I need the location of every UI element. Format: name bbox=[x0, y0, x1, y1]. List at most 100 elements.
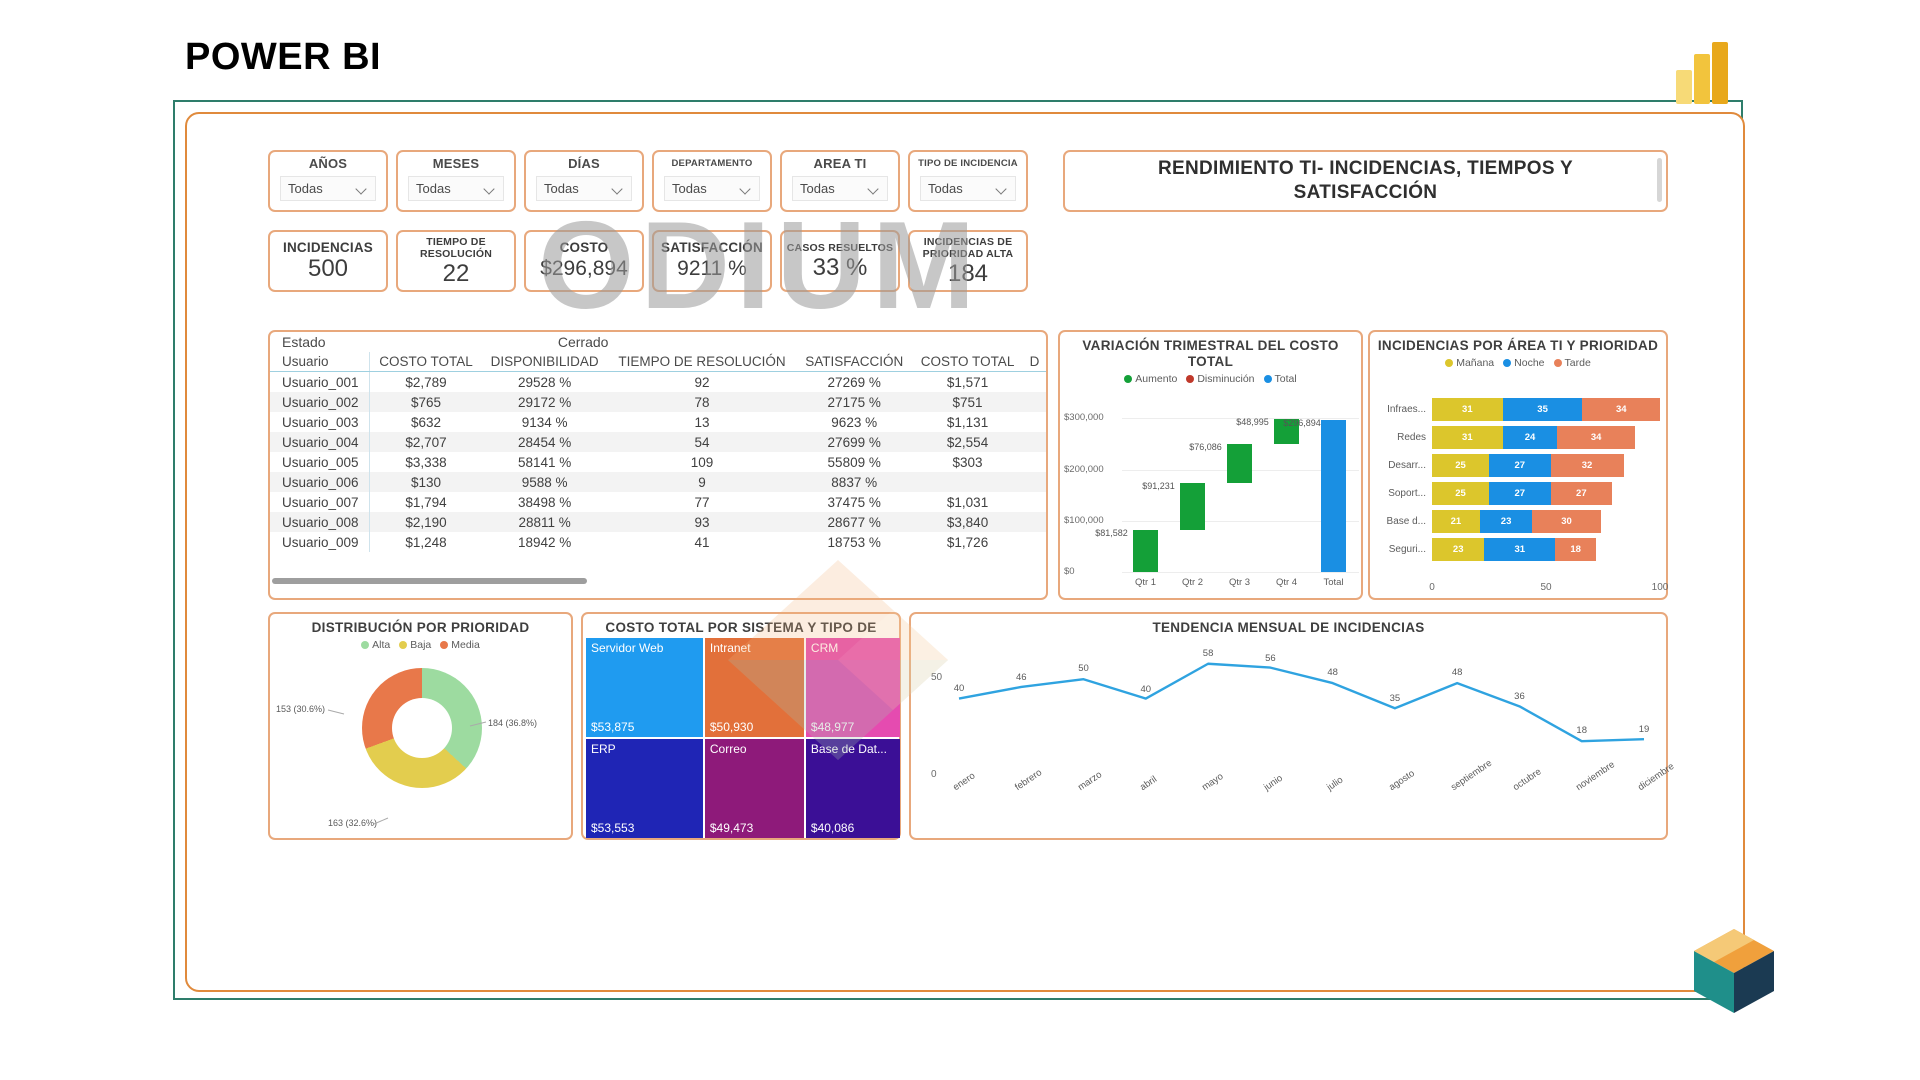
table-row[interactable]: Usuario_008 $2,190 28811 % 93 28677 % $3,840 bbox=[270, 512, 1046, 532]
slicer-anos[interactable]: AÑOS Todas bbox=[268, 150, 388, 212]
slicer-dropdown[interactable]: Todas bbox=[920, 176, 1016, 201]
waterfall-chart-panel[interactable]: VARIACIÓN TRIMESTRAL DEL COSTO TOTAL Aum… bbox=[1058, 330, 1363, 600]
slicer-departamento[interactable]: DEPARTAMENTO Todas bbox=[652, 150, 772, 212]
slicer-dropdown[interactable]: Todas bbox=[536, 176, 632, 201]
kpi-satisfaccion[interactable]: SATISFACCIÓN 9211 % bbox=[652, 230, 772, 292]
stacked-bar-row[interactable]: Seguri... 23 31 18 bbox=[1370, 536, 1670, 562]
table-cell: $1,794 bbox=[405, 494, 447, 510]
table-row[interactable]: Usuario_001 $2,789 29528 % 92 27269 % $1,571 bbox=[270, 371, 1046, 392]
slicer-dropdown[interactable]: Todas bbox=[408, 176, 504, 201]
table-col-truncated[interactable]: D bbox=[1023, 352, 1046, 372]
stacked-bar-segment[interactable]: 30 bbox=[1532, 509, 1601, 533]
area-priority-legend-item[interactable]: Tarde bbox=[1553, 357, 1591, 369]
waterfall-bar[interactable] bbox=[1180, 483, 1205, 531]
stacked-bar-segment[interactable]: 18 bbox=[1555, 537, 1597, 561]
table-col-costo-total-2[interactable]: COSTO TOTAL bbox=[912, 352, 1024, 372]
table-col-costo-total-1[interactable]: COSTO TOTAL bbox=[369, 352, 482, 372]
cost-treemap-panel[interactable]: COSTO TOTAL POR SISTEMA Y TIPO DE SERVIC… bbox=[581, 612, 901, 840]
kpi-tiempo-resolucion[interactable]: TIEMPO DE RESOLUCIÓN 22 bbox=[396, 230, 516, 292]
incidents-table-panel[interactable]: Estado Cerrado Usuario COSTO TOTAL DISPO… bbox=[268, 330, 1048, 600]
slicer-meses[interactable]: MESES Todas bbox=[396, 150, 516, 212]
kpi-incidencias[interactable]: INCIDENCIAS 500 bbox=[268, 230, 388, 292]
table-col-usuario[interactable]: Usuario bbox=[270, 352, 371, 372]
waterfall-bar[interactable] bbox=[1321, 419, 1346, 572]
stacked-bar-segment[interactable]: 35 bbox=[1502, 397, 1583, 421]
waterfall-legend-item[interactable]: Aumento bbox=[1124, 373, 1177, 385]
table-cell: $1,571 bbox=[946, 374, 989, 390]
stacked-bar-segment[interactable]: 23 bbox=[1479, 509, 1533, 533]
treemap-tile[interactable]: ERP $53,553 bbox=[586, 739, 703, 838]
donut-legend-item[interactable]: Alta bbox=[361, 639, 390, 651]
waterfall-plot: $0 $100,000 $200,000 $300,000 $81,582 Qtr 1 $9… bbox=[1060, 394, 1365, 598]
waterfall-legend-item[interactable]: Disminución bbox=[1186, 373, 1255, 385]
donut-legend-item[interactable]: Media bbox=[440, 639, 480, 651]
stacked-bar-segment[interactable]: 31 bbox=[1484, 537, 1556, 561]
stacked-bar-segment[interactable]: 34 bbox=[1582, 397, 1660, 421]
donut-legend-item[interactable]: Baja bbox=[399, 639, 431, 651]
kpi-casos-resueltos[interactable]: CASOS RESUELTOS 33 % bbox=[780, 230, 900, 292]
stacked-bar-row[interactable]: Infraes... 31 35 34 bbox=[1370, 396, 1670, 422]
stacked-bar-row[interactable]: Desarr... 25 27 32 bbox=[1370, 452, 1670, 478]
slicer-area-ti[interactable]: AREA TI Todas bbox=[780, 150, 900, 212]
area-priority-chart-panel[interactable]: INCIDENCIAS POR ÁREA TI Y PRIORIDAD Maña… bbox=[1368, 330, 1668, 600]
stacked-bar-row[interactable]: Soport... 25 27 27 bbox=[1370, 480, 1670, 506]
monthly-trend-panel[interactable]: TENDENCIA MENSUAL DE INCIDENCIAS 0 50 40 en… bbox=[909, 612, 1676, 840]
slicer-dropdown[interactable]: Todas bbox=[664, 176, 760, 201]
table-cell bbox=[1023, 432, 1046, 452]
kpi-prioridad-alta[interactable]: INCIDENCIAS DE PRIORIDAD ALTA 184 bbox=[908, 230, 1028, 292]
priority-donut-panel[interactable]: DISTRIBUCIÓN POR PRIORIDAD Alta Baja Media… bbox=[268, 612, 573, 840]
table-col-disponibilidad[interactable]: DISPONIBILIDAD bbox=[481, 352, 608, 372]
stacked-bar-segment[interactable]: 27 bbox=[1489, 453, 1551, 477]
stacked-bar-segment[interactable]: 31 bbox=[1432, 397, 1503, 421]
stacked-bar-segment[interactable]: 34 bbox=[1557, 425, 1635, 449]
stacked-bar-x-tick: 100 bbox=[1651, 582, 1669, 593]
stacked-bar-segment[interactable]: 24 bbox=[1502, 425, 1558, 449]
table-row[interactable]: Usuario_002 $765 29172 % 78 27175 % $751 bbox=[270, 392, 1046, 412]
stacked-bar-segment[interactable]: 21 bbox=[1432, 509, 1480, 533]
stacked-bar-segment[interactable]: 25 bbox=[1432, 481, 1489, 505]
area-priority-legend-item[interactable]: Mañana bbox=[1445, 357, 1494, 369]
table-col-satisfaccion[interactable]: SATISFACCIÓN bbox=[796, 352, 913, 372]
stacked-bar-segment[interactable]: 23 bbox=[1432, 537, 1485, 561]
header-scrollbar[interactable] bbox=[1657, 158, 1662, 202]
treemap-tile[interactable]: Intranet $50,930 bbox=[704, 638, 804, 737]
table-row[interactable]: Usuario_009 $1,248 18942 % 41 18753 % $1,726 bbox=[270, 532, 1046, 552]
legend-dot-icon bbox=[1263, 375, 1272, 383]
treemap-tile-label: Correo bbox=[709, 742, 747, 756]
stacked-bar-row[interactable]: Redes 31 24 34 bbox=[1370, 424, 1670, 450]
table-row[interactable]: Usuario_006 $130 9588 % 9 8837 % bbox=[270, 472, 1046, 492]
table-row[interactable]: Usuario_003 $632 9134 % 13 9623 % $1,131 bbox=[270, 412, 1046, 432]
line-data-label: 56 bbox=[1265, 652, 1276, 664]
treemap-tile[interactable]: Servidor Web $53,875 bbox=[586, 638, 703, 737]
slicer-dias[interactable]: DÍAS Todas bbox=[524, 150, 644, 212]
treemap-tile[interactable]: CRM $48,977 bbox=[805, 638, 900, 737]
legend-dot-icon bbox=[1445, 359, 1454, 367]
stacked-bar-segment[interactable]: 27 bbox=[1550, 481, 1613, 505]
waterfall-bar[interactable] bbox=[1274, 419, 1299, 445]
stacked-bar-segment[interactable]: 27 bbox=[1489, 481, 1551, 505]
legend-label: Noche bbox=[1514, 357, 1545, 369]
stacked-bar-segment[interactable]: 31 bbox=[1432, 425, 1503, 449]
table-cell bbox=[912, 472, 1023, 492]
table-cell-usuario: Usuario_007 bbox=[270, 492, 371, 512]
table-row[interactable]: Usuario_007 $1,794 38498 % 77 37475 % $1,031 bbox=[270, 492, 1046, 512]
table-horizontal-scrollbar[interactable] bbox=[272, 578, 587, 584]
waterfall-bar[interactable] bbox=[1133, 530, 1158, 572]
kpi-costo[interactable]: COSTO $296,894 bbox=[524, 230, 644, 292]
slicer-dropdown[interactable]: Todas bbox=[792, 176, 888, 201]
area-priority-legend-item[interactable]: Noche bbox=[1503, 357, 1545, 369]
legend-label: Baja bbox=[410, 639, 432, 651]
slicer-tipo-incidencia[interactable]: TIPO DE INCIDENCIA Todas bbox=[908, 150, 1028, 212]
waterfall-bar[interactable] bbox=[1227, 444, 1252, 484]
waterfall-legend-item[interactable]: Total bbox=[1263, 373, 1297, 385]
stacked-bar-segment[interactable]: 32 bbox=[1550, 453, 1624, 477]
treemap-tile[interactable]: Correo $49,473 bbox=[704, 739, 804, 838]
slicer-dropdown[interactable]: Todas bbox=[280, 176, 376, 201]
stacked-bar-row[interactable]: Base d... 21 23 30 bbox=[1370, 508, 1670, 534]
stacked-bar-segment[interactable]: 25 bbox=[1432, 453, 1489, 477]
treemap-tile[interactable]: Base de Dat... $40,086 bbox=[805, 739, 900, 838]
table-row[interactable]: Usuario_005 $3,338 58141 % 109 55809 % $303 bbox=[270, 452, 1046, 472]
line-data-label: 18 bbox=[1576, 725, 1588, 737]
table-row[interactable]: Usuario_004 $2,707 28454 % 54 27699 % $2,554 bbox=[270, 432, 1046, 452]
table-col-tiempo-resolucion[interactable]: TIEMPO DE RESOLUCIÓN bbox=[607, 352, 797, 372]
